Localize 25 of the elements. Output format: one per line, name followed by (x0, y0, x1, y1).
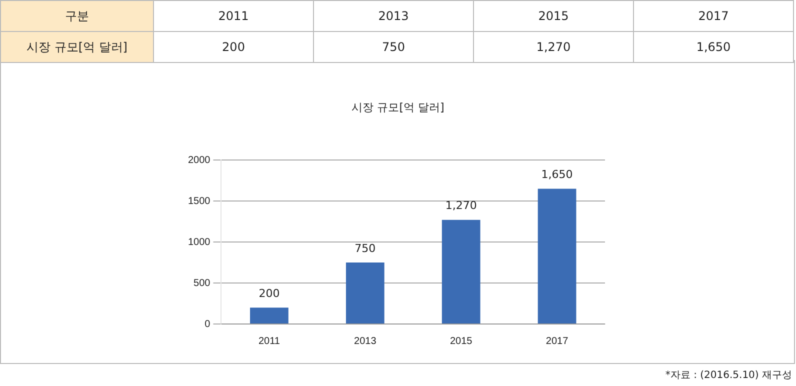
data-label: 750 (354, 242, 376, 255)
chart-title: 시장 규모[억 달러] (350, 100, 446, 115)
y-tick-label: 1000 (188, 236, 211, 248)
category-label: 2015 (538, 9, 569, 23)
text: 1,650 (696, 40, 731, 54)
x-tick-label: 2013 (354, 336, 377, 347)
y-tick-label: 0 (204, 318, 211, 330)
text: 1,270 (536, 40, 571, 54)
text: 구분 (0, 0, 154, 32)
x-tick-label: 2015 (450, 336, 473, 347)
chart-title: 시장 규모[억 달러] (26, 40, 128, 54)
data-label: 1,650 (541, 168, 573, 182)
text: 200 (222, 40, 245, 54)
category-label: 2013 (378, 9, 409, 23)
text: 750 (382, 40, 405, 54)
x-tick-label: 2011 (258, 336, 280, 347)
text: *자료 : (2016.5.10) 재구성 (665, 369, 792, 382)
x-tick-label: 2017 (546, 336, 569, 347)
category-label: 2017 (698, 9, 729, 23)
y-tick-label: 1500 (188, 196, 211, 207)
data-label: 1,270 (445, 199, 477, 212)
data-label: 200 (258, 286, 280, 300)
category-label: 2011 (218, 9, 249, 23)
y-tick-label: 2000 (188, 154, 211, 166)
y-tick-label: 500 (194, 278, 211, 289)
